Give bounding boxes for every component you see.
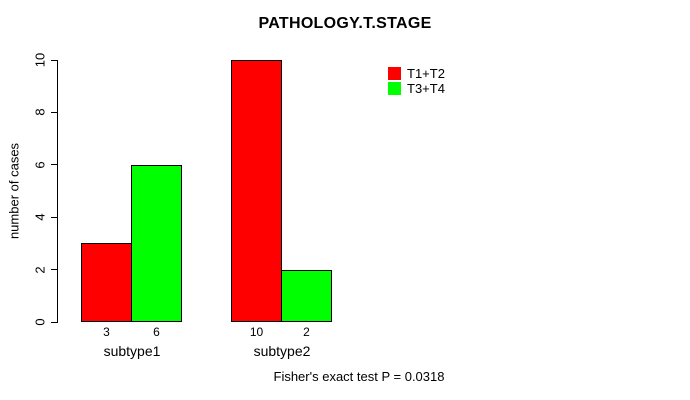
y-tick-label: 8 <box>32 108 48 117</box>
y-tick-mark <box>51 59 57 61</box>
y-tick-mark <box>51 164 57 166</box>
bar-subtype1-t1-t2 <box>81 243 132 322</box>
legend-swatch-red-icon <box>388 66 401 80</box>
bar-value-label: 6 <box>153 325 160 339</box>
x-category-label-subtype2: subtype2 <box>253 343 311 359</box>
bar-value-label: 2 <box>303 325 310 339</box>
y-tick-mark <box>51 269 57 271</box>
y-tick-mark <box>51 216 57 218</box>
y-axis-line <box>57 60 58 323</box>
legend-swatch-green-icon <box>388 81 401 95</box>
bar-subtype1-t3-t4 <box>131 164 182 322</box>
bar-value-label: 10 <box>249 325 264 339</box>
y-tick-label: 10 <box>32 52 48 68</box>
chart-title: PATHOLOGY.T.STAGE <box>258 15 432 32</box>
bar-value-label: 3 <box>103 325 110 339</box>
y-tick-label: 2 <box>32 265 48 274</box>
legend-label: T1+T2 <box>407 65 445 81</box>
y-axis-label: number of cases <box>6 142 22 240</box>
bar-subtype2-t1-t2 <box>231 60 282 322</box>
y-tick-label: 4 <box>32 213 48 221</box>
y-tick-label: 6 <box>32 161 48 169</box>
x-category-label-subtype1: subtype1 <box>103 343 161 359</box>
legend-label: T3+T4 <box>407 80 445 96</box>
legend-item: T3+T4 <box>388 80 445 96</box>
y-tick-mark <box>51 111 57 113</box>
legend-item: T1+T2 <box>388 65 445 81</box>
legend: T1+T2 T3+T4 <box>388 65 445 96</box>
fisher-test-annotation: Fisher's exact test P = 0.0318 <box>273 369 445 384</box>
y-tick-mark <box>51 321 57 323</box>
bar-subtype2-t3-t4 <box>281 269 332 322</box>
y-tick-label: 0 <box>32 318 48 326</box>
